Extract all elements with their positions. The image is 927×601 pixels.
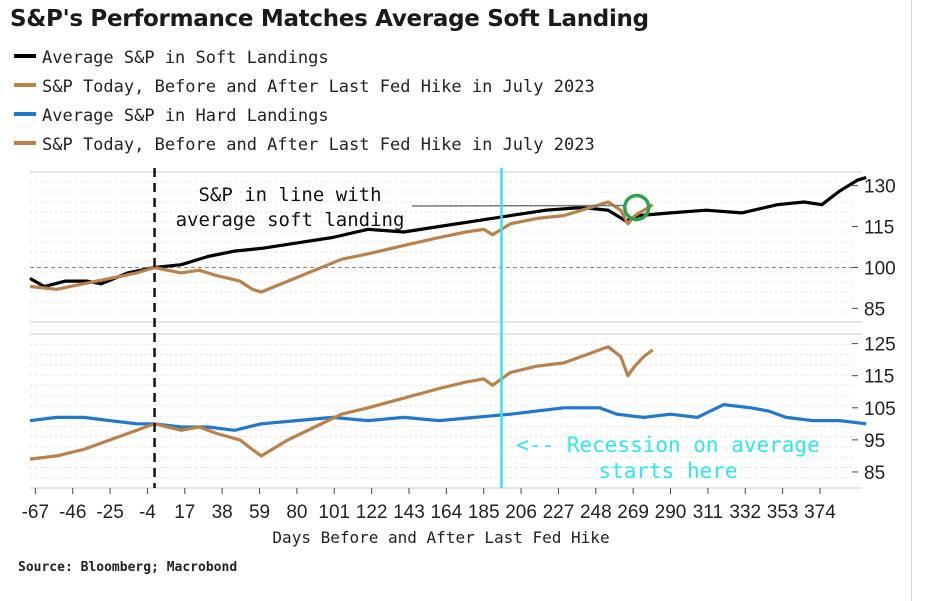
legend-swatch bbox=[14, 112, 36, 116]
x-tick-label: -25 bbox=[96, 502, 123, 523]
recession-annotation: <-- Recession on average bbox=[516, 433, 819, 457]
x-tick-label: 101 bbox=[318, 502, 350, 523]
x-tick-label: 164 bbox=[430, 502, 462, 523]
x-tick-label: 80 bbox=[286, 502, 307, 523]
chart-title: S&P's Performance Matches Average Soft L… bbox=[10, 6, 649, 32]
y-tick-label: 115 bbox=[864, 218, 894, 239]
y-tick-label: 105 bbox=[864, 399, 896, 420]
y-tick-label: 85 bbox=[864, 463, 885, 484]
legend-item-soft: Average S&P in Soft Landings bbox=[14, 44, 595, 73]
y-tick-label: 85 bbox=[864, 299, 885, 320]
x-tick-label: 269 bbox=[617, 502, 649, 523]
x-tick-label: 227 bbox=[543, 502, 575, 523]
legend-item-today-2: S&P Today, Before and After Last Fed Hik… bbox=[14, 131, 595, 160]
y-tick-label: 100 bbox=[864, 258, 896, 279]
source-note: Source: Bloomberg; Macrobond bbox=[18, 560, 238, 575]
legend-label: S&P Today, Before and After Last Fed Hik… bbox=[42, 135, 595, 155]
annotation-pointer bbox=[411, 204, 625, 207]
x-tick-label: 290 bbox=[655, 502, 687, 523]
x-tick-label: 332 bbox=[729, 502, 761, 523]
hard-landing-panel: 125 115 105 95 85 <-- Recession on averagesta… bbox=[29, 333, 896, 489]
legend-item-hard: Average S&P in Hard Landings bbox=[14, 102, 595, 131]
legend-label: S&P Today, Before and After Last Fed Hik… bbox=[42, 77, 595, 97]
x-tick-label: -67 bbox=[22, 502, 49, 523]
x-tick-label: -46 bbox=[59, 502, 86, 523]
series-line-soft-landing bbox=[29, 175, 867, 289]
x-tick-label: 122 bbox=[356, 502, 388, 523]
annotation-circle bbox=[622, 193, 651, 222]
x-axis: -67 -46 -25 -4 17 38 59 80 101 122 143 164 185 206 227… bbox=[22, 488, 836, 523]
y-tick-label: 125 bbox=[864, 335, 896, 356]
x-tick-label: 311 bbox=[693, 502, 723, 523]
x-tick-label: 374 bbox=[804, 502, 836, 523]
legend-label: Average S&P in Hard Landings bbox=[42, 106, 329, 126]
x-tick-label: 353 bbox=[767, 502, 799, 523]
x-tick-label: 143 bbox=[393, 502, 425, 523]
legend-label: Average S&P in Soft Landings bbox=[42, 48, 329, 68]
annotation-text: average soft landing bbox=[176, 209, 405, 231]
legend: Average S&P in Soft Landings S&P Today, … bbox=[14, 44, 595, 160]
x-tick-label: 206 bbox=[505, 502, 537, 523]
x-tick-label: 17 bbox=[174, 502, 195, 523]
legend-swatch bbox=[14, 141, 36, 145]
panel-border bbox=[911, 0, 912, 601]
legend-swatch bbox=[14, 83, 36, 87]
legend-swatch bbox=[14, 54, 36, 58]
x-tick-label: 248 bbox=[580, 502, 612, 523]
y-tick-label: 130 bbox=[864, 177, 896, 198]
legend-item-today: S&P Today, Before and After Last Fed Hik… bbox=[14, 73, 595, 102]
annotation-text: S&P in line with bbox=[198, 184, 381, 206]
x-tick-label: 38 bbox=[212, 502, 233, 523]
x-tick-label: 185 bbox=[468, 502, 500, 523]
recession-annotation: starts here bbox=[598, 459, 737, 483]
y-tick-label: 115 bbox=[864, 367, 894, 388]
soft-landing-panel: 130 115 100 85 S&P in line with average soft … bbox=[29, 171, 896, 323]
x-tick-label: -4 bbox=[139, 502, 156, 523]
x-tick-label: 59 bbox=[249, 502, 270, 523]
y-tick-label: 95 bbox=[864, 431, 885, 452]
series-line-sp-today bbox=[29, 200, 654, 294]
x-axis-label: Days Before and After Last Fed Hike bbox=[272, 528, 609, 547]
